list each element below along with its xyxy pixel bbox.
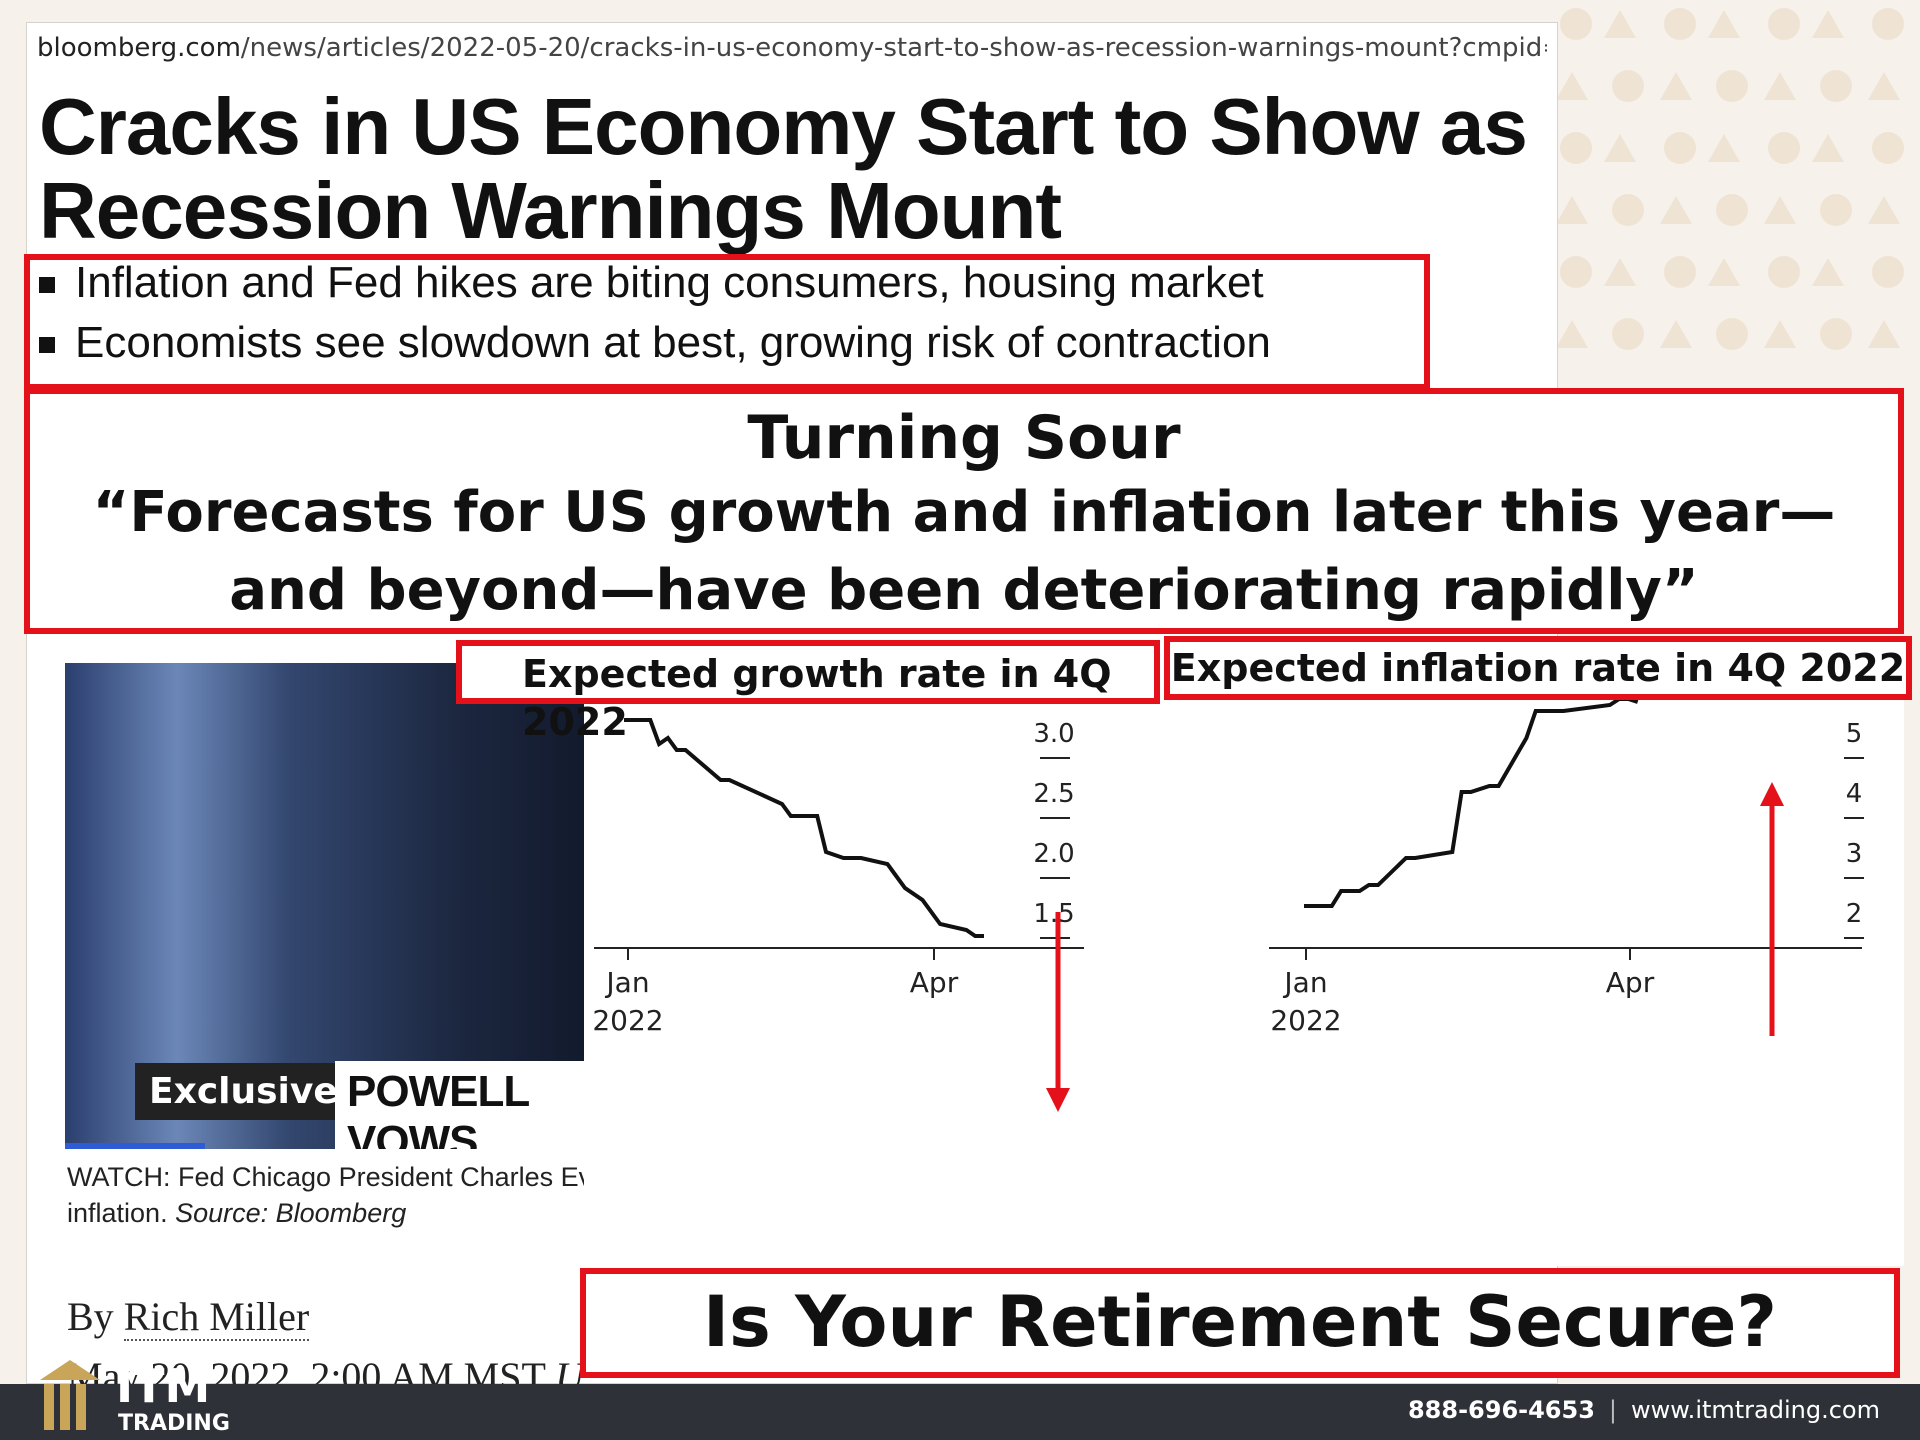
y-tick-label: 2.5 [1033, 779, 1074, 809]
x-tick-label: Apr [1606, 966, 1655, 999]
y-tick-label: 2.0 [1033, 839, 1074, 869]
series-line [624, 718, 984, 938]
y-tick-label: 3 [1846, 839, 1863, 869]
x-tick-label: Jan [1282, 966, 1327, 999]
x-tick-label: Jan [604, 966, 649, 999]
y-tick-label: 5 [1846, 719, 1863, 749]
series-line [1304, 697, 1639, 908]
background-pattern [1556, 8, 1904, 350]
bullet-square-icon [39, 337, 55, 354]
retirement-banner: Is Your Retirement Secure? [580, 1268, 1900, 1378]
itm-trading-logo: ITM TRADING [40, 1359, 230, 1436]
y-tick-label: 4 [1846, 779, 1863, 809]
callout-quote: “Forecasts for US growth and inflation l… [92, 480, 1836, 623]
svg-text:ITM: ITM [116, 1359, 210, 1413]
author-link[interactable]: Rich Miller [123, 1294, 310, 1341]
phone-number[interactable]: 888-696-4653 [1407, 1396, 1595, 1424]
bullets-highlight-box [24, 254, 1430, 390]
bullet-item: Economists see slowdown at best, growing… [27, 313, 1427, 373]
footer-bar [0, 1384, 1920, 1440]
video-exclusive-badge: Exclusive [135, 1063, 352, 1120]
turning-sour-callout: Turning Sour “Forecasts for US growth an… [24, 388, 1904, 634]
article-url[interactable]: bloomberg.com/news/articles/2022-05-20/c… [37, 33, 1547, 63]
callout-title: Turning Sour [747, 403, 1181, 473]
y-tick-label: 1.5 [1033, 899, 1074, 929]
up-arrow-head-icon [1760, 782, 1784, 806]
x-tick-label: Apr [910, 966, 959, 999]
website-link[interactable]: www.itmtrading.com [1631, 1396, 1880, 1424]
inflation-chart-title: Expected inflation rate in 4Q 2022 [1164, 636, 1912, 700]
x-tick-label: 2022 [1270, 1004, 1341, 1037]
y-tick-label: 3.0 [1033, 719, 1074, 749]
byline: By Rich Miller [67, 1294, 310, 1341]
video-banner-text: POWELL VOWS [335, 1061, 625, 1149]
svg-text:TRADING: TRADING [118, 1411, 230, 1436]
article-headline: Cracks in US Economy Start to Show as Re… [39, 82, 1528, 255]
bullet-square-icon [39, 277, 55, 294]
growth-chart-title: Expected growth rate in 4Q 2022 [456, 640, 1160, 744]
video-progress-bar[interactable] [65, 1143, 205, 1149]
bullet-item: Inflation and Fed hikes are biting consu… [27, 253, 1427, 313]
video-thumbnail[interactable]: Exclusive POWELL VOWS [65, 663, 625, 1149]
article-bullets: Inflation and Fed hikes are biting consu… [27, 253, 1427, 373]
video-caption: WATCH: Fed Chicago President Charles Ev … [67, 1162, 593, 1228]
footer-contact: 888-696-4653 | www.itmtrading.com [1407, 1396, 1880, 1424]
x-tick-label: 2022 [592, 1004, 663, 1037]
down-arrow-head-icon [1046, 1088, 1070, 1112]
y-tick-label: 2 [1846, 899, 1863, 929]
